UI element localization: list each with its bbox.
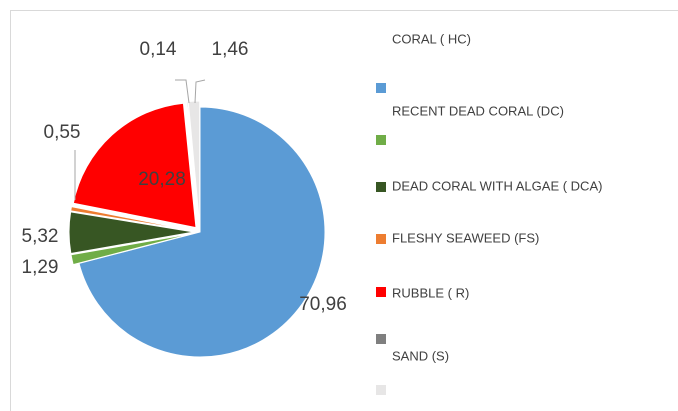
legend-label: SAND (S): [392, 348, 449, 363]
data-label: 5,32: [22, 226, 59, 247]
legend-swatch: [376, 334, 386, 344]
legend-label: RECENT DEAD CORAL (DC): [392, 103, 564, 118]
legend-swatch: [376, 135, 386, 145]
chart-frame: [10, 10, 678, 411]
pie-slice: [70, 205, 195, 232]
leader-line: [175, 79, 190, 104]
pie-slice: [70, 232, 195, 266]
data-label: 0,14: [140, 39, 177, 60]
legend-label: DEAD CORAL WITH ALGAE ( DCA): [392, 178, 602, 193]
legend-label: RUBBLE ( R): [392, 285, 469, 300]
pie-slice: [78, 106, 326, 358]
legend-swatch: [376, 287, 386, 297]
data-label: 1,29: [22, 257, 59, 278]
data-label: 1,46: [212, 39, 249, 60]
legend-swatch: [376, 83, 386, 93]
pie-slice: [72, 102, 197, 229]
leader-line: [194, 79, 206, 104]
legend-swatch: [376, 385, 386, 395]
legend-label: FLESHY SEAWEED (FS): [392, 230, 539, 245]
pie-slice: [68, 211, 195, 255]
data-label: 70,96: [299, 294, 347, 315]
legend-swatch: [376, 182, 386, 192]
data-label: 0,55: [44, 122, 81, 143]
legend-swatch: [376, 234, 386, 244]
legend-label: CORAL ( HC): [392, 31, 471, 46]
data-label: 20,28: [138, 169, 186, 190]
pie-slice: [187, 100, 201, 227]
